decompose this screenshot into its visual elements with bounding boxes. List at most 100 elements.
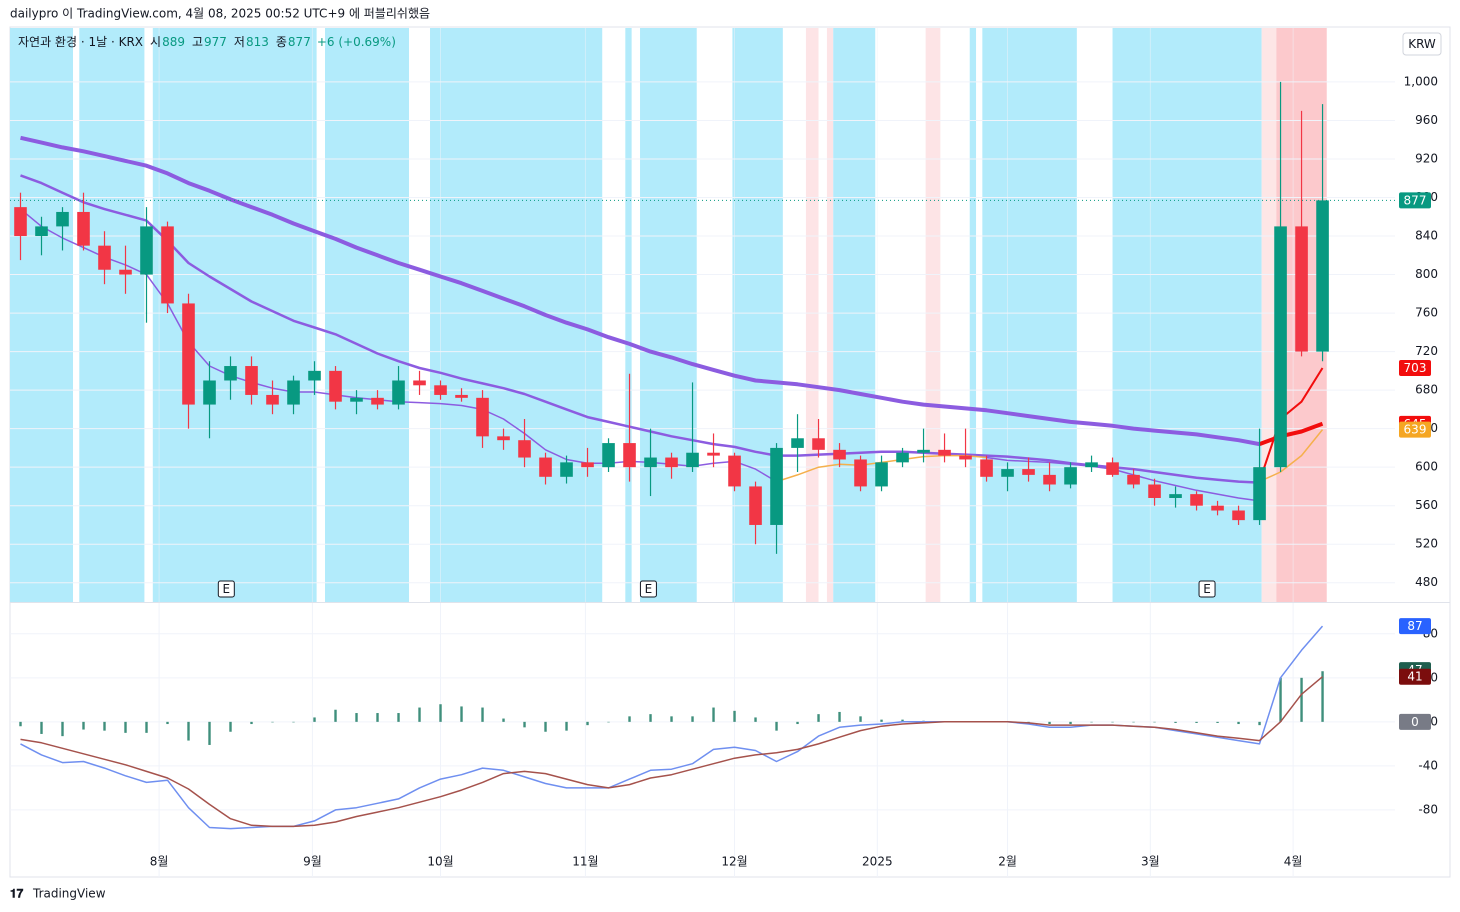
price-badge xyxy=(1399,713,1431,730)
y-tick-label: 480 xyxy=(1415,575,1438,589)
histogram-bar xyxy=(544,721,547,732)
candle-body xyxy=(749,486,762,525)
y-tick-label: 560 xyxy=(1415,498,1438,512)
moving-average xyxy=(1258,421,1324,446)
histogram-bar xyxy=(208,721,211,745)
candle-body xyxy=(833,449,846,460)
y-tick-label: -80 xyxy=(1418,802,1438,816)
candle-body xyxy=(1211,505,1224,511)
legend-value: 977 xyxy=(204,35,227,49)
candle-body xyxy=(56,211,69,227)
y-tick-label: 760 xyxy=(1415,306,1438,320)
histogram-bar xyxy=(1258,721,1261,726)
histogram-bar xyxy=(439,704,442,722)
candle-body xyxy=(518,440,531,458)
y-tick-label: 600 xyxy=(1415,460,1438,474)
histogram-bar xyxy=(19,721,22,727)
macd-line xyxy=(20,676,1323,828)
histogram-bar xyxy=(1216,721,1219,723)
y-tick-label: -40 xyxy=(1418,758,1438,772)
footer-logo: 𝟏𝟕 TradingView xyxy=(10,887,106,901)
candle-body xyxy=(1190,494,1203,506)
histogram-bar xyxy=(901,719,904,722)
candle-body xyxy=(917,449,930,453)
x-tick-label: 8월 xyxy=(150,855,169,869)
histogram-bar xyxy=(1153,721,1156,723)
candle-body xyxy=(308,370,321,381)
y-tick-label: 720 xyxy=(1415,344,1438,358)
moving-average xyxy=(20,174,1260,484)
histogram-bar xyxy=(1090,721,1093,723)
x-tick-label: 10월 xyxy=(427,855,453,869)
candle-body xyxy=(287,380,300,405)
legend-key: 시 xyxy=(150,35,161,49)
candle-body xyxy=(854,459,867,487)
event-marker xyxy=(1198,580,1216,598)
histogram-bar xyxy=(187,721,190,741)
candle-body xyxy=(1253,467,1266,521)
histogram-bar xyxy=(754,717,757,722)
histogram-bar xyxy=(460,706,463,722)
candle-body xyxy=(224,366,237,381)
candle-body xyxy=(413,380,426,386)
candle-body xyxy=(1043,474,1056,485)
price-badge-label: 639 xyxy=(1404,423,1427,437)
x-tick-label: 12월 xyxy=(721,855,747,869)
x-tick-label: 2025 xyxy=(862,855,893,869)
histogram-bar xyxy=(1174,721,1177,723)
y-tick-label: 800 xyxy=(1415,267,1438,281)
candle-body xyxy=(539,457,552,477)
price-badge-label: 41 xyxy=(1407,670,1422,684)
histogram-bar xyxy=(880,719,883,722)
candle-body xyxy=(896,452,909,463)
publish-header: dailypro 이 TradingView.com, 4월 08, 2025 … xyxy=(10,7,430,21)
candle-body xyxy=(1064,467,1077,485)
price-badge xyxy=(1399,618,1431,635)
signal-band xyxy=(79,28,145,602)
candle-body xyxy=(476,397,489,437)
candle-body xyxy=(770,447,783,525)
candle-body xyxy=(980,459,993,477)
event-label: E xyxy=(223,582,231,596)
candle-body xyxy=(77,211,90,246)
legend-value: 813 xyxy=(246,35,269,49)
candle-body xyxy=(665,457,678,468)
candle-body xyxy=(875,462,888,487)
histogram-bar xyxy=(103,721,106,731)
event-label: E xyxy=(645,582,653,596)
logo-mark: 𝟏𝟕 xyxy=(10,887,24,901)
y-tick-label: 960 xyxy=(1415,113,1438,127)
candle-body xyxy=(686,452,699,468)
price-badge-label: 877 xyxy=(1404,193,1427,207)
candle-body xyxy=(266,394,279,405)
histogram-bar xyxy=(271,721,274,723)
candle-body xyxy=(1295,226,1308,352)
candle-body xyxy=(560,462,573,477)
histogram-bar xyxy=(775,721,778,731)
histogram-bar xyxy=(502,718,505,722)
histogram-bar xyxy=(859,716,862,722)
histogram-bar xyxy=(649,714,652,722)
moving-average xyxy=(1258,367,1324,482)
event-marker xyxy=(639,580,657,598)
histogram-bar xyxy=(61,721,64,737)
signal-band xyxy=(833,28,876,602)
histogram-bar xyxy=(1195,721,1198,723)
signal-band xyxy=(10,28,74,602)
histogram-bar xyxy=(145,721,148,733)
candle-body xyxy=(1085,462,1098,468)
histogram-bar xyxy=(1048,721,1051,725)
event-marker xyxy=(217,580,235,598)
signal-band xyxy=(925,28,941,602)
signal-band xyxy=(430,28,603,602)
y-tick-label: 680 xyxy=(1415,383,1438,397)
candle-body xyxy=(371,397,384,405)
y-tick-label: 920 xyxy=(1415,151,1438,165)
histogram-bar xyxy=(670,716,673,722)
candle-body xyxy=(140,226,153,275)
candle-body xyxy=(1316,200,1329,352)
price-badge xyxy=(1399,192,1431,209)
histogram-bar xyxy=(607,721,610,723)
moving-average xyxy=(20,135,1260,447)
